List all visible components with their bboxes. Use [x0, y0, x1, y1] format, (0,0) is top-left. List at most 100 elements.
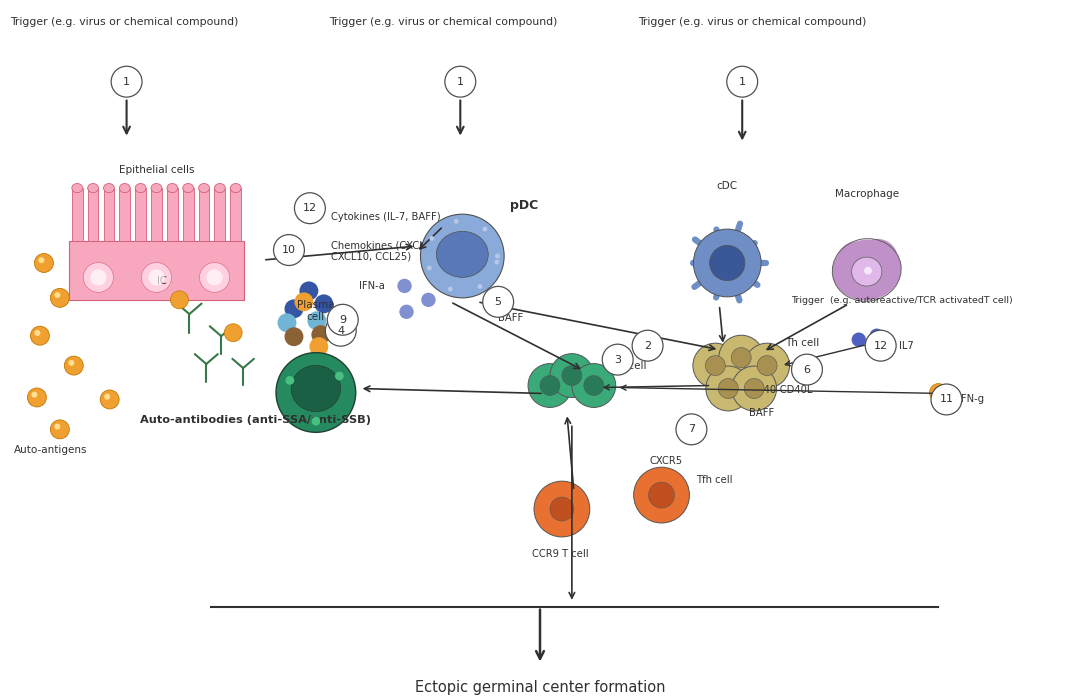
Text: 12: 12 — [874, 340, 888, 351]
Circle shape — [693, 229, 761, 297]
Text: 11: 11 — [940, 394, 954, 405]
Ellipse shape — [141, 263, 172, 292]
Circle shape — [68, 360, 75, 366]
Circle shape — [314, 294, 334, 313]
Ellipse shape — [200, 263, 230, 292]
Text: Trigger (e.g. virus or chemical compound): Trigger (e.g. virus or chemical compound… — [637, 17, 866, 27]
Circle shape — [930, 384, 947, 401]
Bar — [120, 188, 131, 240]
Bar — [104, 188, 114, 240]
Ellipse shape — [120, 184, 131, 193]
Circle shape — [309, 337, 328, 356]
Circle shape — [54, 424, 60, 430]
Circle shape — [454, 219, 459, 224]
Circle shape — [632, 330, 663, 361]
Circle shape — [54, 292, 60, 298]
Circle shape — [285, 376, 294, 384]
Text: Trigger (e.g. virus or chemical compound): Trigger (e.g. virus or chemical compound… — [10, 17, 239, 27]
Circle shape — [603, 344, 633, 375]
Text: 9: 9 — [339, 315, 347, 325]
Text: Auto-antibodies (anti-SSA/anti-SSB): Auto-antibodies (anti-SSA/anti-SSB) — [139, 415, 370, 426]
Text: Cytokines (IL-7, BAFF): Cytokines (IL-7, BAFF) — [330, 212, 441, 222]
Ellipse shape — [705, 356, 726, 375]
Ellipse shape — [550, 354, 594, 398]
Ellipse shape — [104, 184, 114, 193]
Ellipse shape — [230, 184, 241, 193]
Text: CCR9 T cell: CCR9 T cell — [531, 549, 589, 559]
Text: 1: 1 — [457, 77, 463, 87]
Ellipse shape — [745, 343, 789, 388]
Circle shape — [483, 287, 514, 317]
Ellipse shape — [837, 242, 878, 280]
Text: Auto-antigens: Auto-antigens — [14, 445, 87, 455]
Circle shape — [284, 327, 303, 346]
Circle shape — [397, 279, 411, 293]
Text: IFN-g: IFN-g — [958, 394, 985, 405]
Ellipse shape — [718, 379, 739, 398]
Text: Th cell: Th cell — [785, 338, 820, 347]
Circle shape — [448, 287, 453, 291]
Circle shape — [676, 414, 706, 445]
Circle shape — [477, 284, 483, 289]
Bar — [183, 188, 193, 240]
Circle shape — [111, 66, 143, 97]
Ellipse shape — [562, 366, 582, 386]
Bar — [151, 188, 162, 240]
Circle shape — [51, 289, 69, 308]
Ellipse shape — [436, 231, 488, 278]
Text: 6: 6 — [804, 365, 810, 375]
Circle shape — [420, 214, 504, 298]
Text: Chemokines (CXCL9,
CXCL10, CCL25): Chemokines (CXCL9, CXCL10, CCL25) — [330, 240, 434, 261]
Bar — [215, 188, 226, 240]
Text: pDC: pDC — [510, 199, 538, 212]
Circle shape — [30, 326, 50, 345]
Circle shape — [865, 330, 896, 361]
Circle shape — [295, 193, 325, 224]
Text: Ectopic germinal center formation: Ectopic germinal center formation — [415, 680, 665, 696]
Bar — [87, 188, 98, 240]
Ellipse shape — [292, 366, 340, 412]
Bar — [72, 188, 83, 240]
Text: BAFF: BAFF — [498, 312, 524, 323]
Text: CD40-CD40L: CD40-CD40L — [750, 384, 812, 394]
Text: 10: 10 — [282, 245, 296, 255]
Text: Plasma
cell: Plasma cell — [297, 300, 335, 322]
Circle shape — [792, 354, 822, 385]
Circle shape — [225, 324, 242, 342]
Text: IL7: IL7 — [899, 340, 914, 351]
Ellipse shape — [858, 258, 896, 296]
Circle shape — [931, 384, 962, 415]
Circle shape — [27, 388, 46, 407]
Ellipse shape — [744, 379, 765, 398]
Ellipse shape — [167, 184, 178, 193]
Circle shape — [35, 254, 53, 273]
Ellipse shape — [693, 343, 738, 388]
Circle shape — [727, 66, 758, 97]
Circle shape — [171, 291, 188, 309]
Circle shape — [100, 390, 119, 409]
Circle shape — [335, 372, 343, 380]
Text: 1: 1 — [739, 77, 745, 87]
Ellipse shape — [540, 375, 559, 396]
Ellipse shape — [731, 347, 752, 368]
Circle shape — [35, 330, 40, 336]
Text: 4: 4 — [337, 326, 345, 336]
Circle shape — [864, 267, 872, 275]
Circle shape — [421, 293, 435, 307]
Text: 2: 2 — [644, 340, 651, 351]
Ellipse shape — [183, 184, 193, 193]
Circle shape — [31, 391, 38, 398]
Circle shape — [65, 356, 83, 375]
Text: Trigger  (e.g. autoreactive/TCR activatedT cell): Trigger (e.g. autoreactive/TCR activated… — [791, 296, 1013, 305]
Circle shape — [311, 417, 321, 426]
Text: B cell: B cell — [618, 361, 646, 370]
Ellipse shape — [83, 263, 113, 292]
Ellipse shape — [534, 481, 590, 537]
Circle shape — [327, 304, 359, 336]
Circle shape — [869, 329, 883, 343]
Circle shape — [852, 333, 866, 347]
Text: 12: 12 — [302, 203, 316, 213]
Text: CXCR5: CXCR5 — [649, 456, 683, 466]
Ellipse shape — [757, 356, 778, 375]
Text: 5: 5 — [495, 297, 502, 307]
